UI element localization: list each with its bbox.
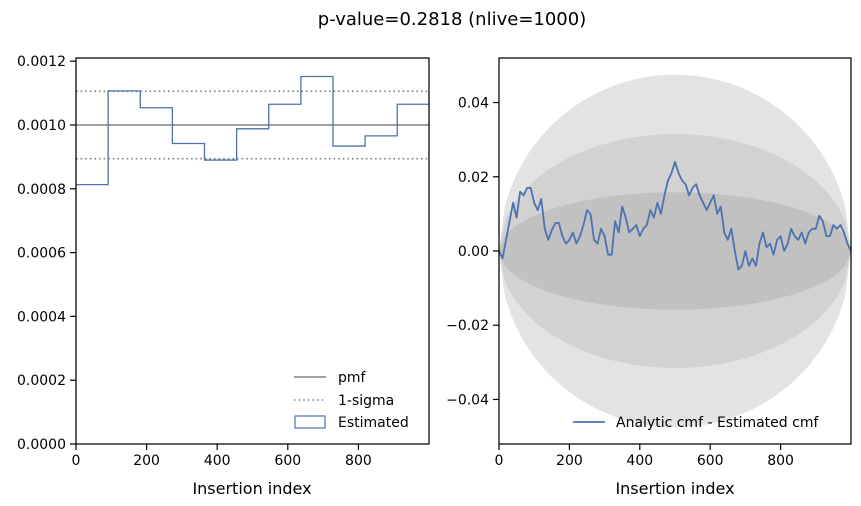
cmf-series: [499, 161, 851, 271]
y-tick-label: −0.04: [446, 392, 489, 408]
histogram-bin: [76, 185, 108, 444]
y-tick-label: 0.0012: [17, 54, 66, 70]
histogram-bin: [397, 104, 429, 444]
x-tick-label: 0: [495, 453, 504, 469]
y-tick-label: 0.02: [458, 170, 489, 186]
y-tick-label: 0.0010: [17, 118, 66, 134]
legend-pmf-label: pmf: [338, 370, 367, 386]
x-tick-label: 800: [345, 453, 372, 469]
cmf-difference-line: [499, 161, 851, 271]
y-axis-ticks: 0.0000 0.0002 0.0004 0.0006 0.0008 0.0010 0.00…: [17, 54, 76, 453]
x-tick-label: 800: [767, 453, 794, 469]
confidence-bands: [499, 74, 851, 428]
x-axis-ticks: 0 200 400 600 800: [495, 444, 794, 469]
histogram-bin: [140, 108, 172, 444]
y-tick-label: 0.0000: [17, 437, 66, 453]
reference-lines: [76, 90, 429, 160]
cmf-difference-chart: 0 200 400 600 800 −0.04 −0.02 0.00 0.02 0.04 Ins…: [446, 57, 852, 498]
y-tick-label: 0.0008: [17, 182, 66, 198]
legend-cmf-label: Analytic cmf - Estimated cmf: [616, 415, 819, 431]
histogram-chart: 0 200 400 600 800 0.00000.00020.00040.00060.…: [17, 54, 430, 498]
histogram-bin: [269, 104, 301, 444]
histogram-bin: [204, 160, 236, 444]
x-tick-label: 600: [697, 453, 724, 469]
x-tick-label: 200: [556, 453, 583, 469]
x-tick-label: 400: [204, 453, 231, 469]
legend-estimated-swatch: [294, 415, 326, 429]
histogram-bin: [172, 143, 204, 444]
estimated-step: [76, 75, 429, 186]
histogram-bin: [108, 91, 140, 444]
x-axis-ticks: 0 200 400 600 800: [72, 444, 372, 469]
legend-sigma-label: 1-sigma: [338, 393, 394, 409]
x-tick-label: 200: [133, 453, 160, 469]
legend-right: Analytic cmf - Estimated cmf: [573, 415, 819, 431]
y-tick-label: 0.00: [458, 244, 489, 260]
plot-frame-left: [75, 57, 430, 445]
histogram-bin: [301, 77, 333, 444]
figure-suptitle: p-value=0.2818 (nlive=1000): [318, 9, 586, 30]
y-axis-ticks: −0.04 −0.02 0.00 0.02 0.04: [446, 96, 499, 408]
x-axis-label-left: Insertion index: [192, 479, 311, 498]
y-tick-label: 0.0004: [17, 309, 66, 325]
x-tick-label: 600: [274, 453, 301, 469]
x-tick-label: 400: [626, 453, 653, 469]
estimated-histogram: [76, 75, 429, 444]
histogram-bin: [237, 129, 269, 444]
y-tick-label: −0.02: [446, 318, 489, 334]
band-1-sigma: [499, 192, 851, 310]
x-axis-label-right: Insertion index: [615, 479, 734, 498]
legend-estimated-label: Estimated: [338, 415, 409, 431]
y-tick-label: 0.0002: [17, 373, 66, 389]
y-tick-label: 0.0006: [17, 246, 66, 262]
legend-left: pmf 1-sigma Estimated: [294, 370, 409, 431]
y-tick-label: 0.04: [458, 96, 489, 112]
x-tick-label: 0: [72, 453, 81, 469]
